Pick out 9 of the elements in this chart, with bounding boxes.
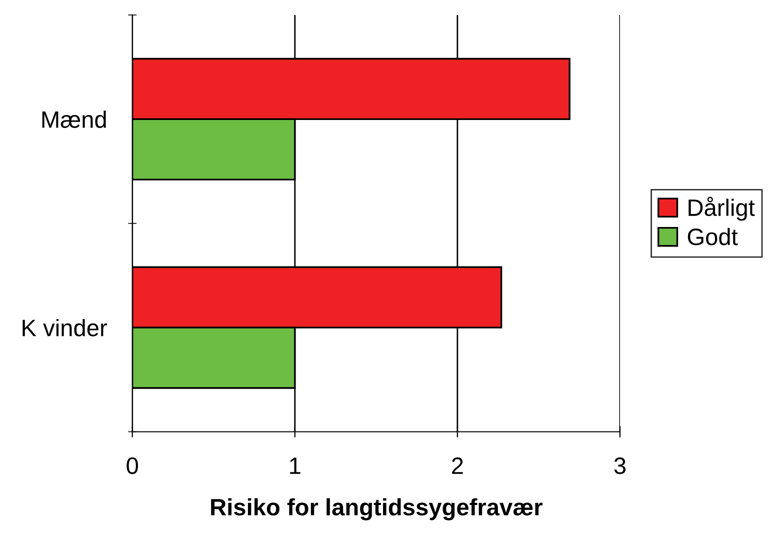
x-axis-title: Risiko for langtidssygefravær [211,498,542,520]
x-tick-label: 0 [126,457,138,474]
y-tick-label: Mænd [42,110,106,128]
x-tick-label: 2 [452,457,463,474]
legend-label: Dårligt [688,196,755,221]
y-tick-label: K vinder [22,319,107,336]
x-tick-label: 3 [614,457,626,474]
x-tick-label: 1 [290,458,300,474]
legend-label: Godt [688,228,738,246]
